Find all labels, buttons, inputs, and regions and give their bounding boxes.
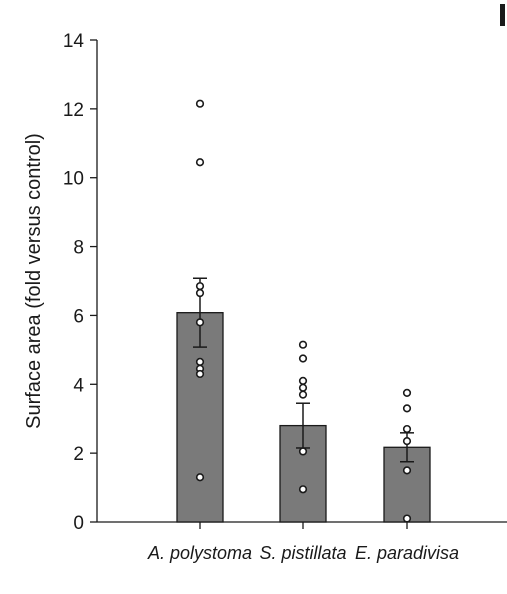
data-point: [195, 318, 205, 327]
category-label: E. paradivisa: [355, 543, 459, 563]
bar: [176, 312, 224, 523]
y-tick-label: 6: [73, 306, 84, 327]
y-tick-label: 12: [63, 100, 84, 121]
data-point: [195, 369, 205, 379]
data-point: [195, 99, 205, 108]
data-point: [298, 383, 308, 392]
y-tick-label: 2: [73, 444, 84, 465]
data-point: [402, 466, 412, 475]
data-point: [298, 340, 308, 349]
data-point: [298, 390, 308, 399]
y-tick-label: 4: [73, 375, 84, 396]
bar: [279, 424, 327, 523]
y-axis-label: Surface area (fold versus control): [23, 133, 45, 429]
y-tick-label: 14: [63, 31, 85, 52]
data-point: [195, 357, 205, 367]
panel-edge-mark: [500, 4, 505, 26]
data-point: [402, 388, 412, 397]
category-labels: A. polystoma S. pistillata E. paradivisa: [147, 543, 459, 563]
data-point: [298, 485, 308, 494]
y-tick-label: 10: [63, 169, 84, 190]
y-tick-label: 8: [73, 238, 84, 259]
category-label: A. polystoma: [147, 543, 252, 563]
data-point: [195, 158, 205, 167]
data-point: [402, 514, 412, 523]
data-point: [402, 424, 412, 434]
data-point: [195, 282, 205, 291]
data-point: [298, 447, 308, 456]
y-tick-label: 0: [73, 513, 84, 534]
category-label: S. pistillata: [259, 543, 346, 563]
data-point: [402, 404, 412, 413]
data-point: [402, 436, 412, 446]
data-point: [195, 473, 205, 482]
data-points: [195, 99, 412, 523]
data-point: [298, 376, 308, 385]
data-point: [298, 354, 308, 363]
x-axis: [97, 521, 507, 529]
error-bars: [193, 277, 414, 463]
y-axis: 0 2 4 6 8 10 12 14: [63, 31, 98, 534]
data-point: [195, 288, 205, 298]
